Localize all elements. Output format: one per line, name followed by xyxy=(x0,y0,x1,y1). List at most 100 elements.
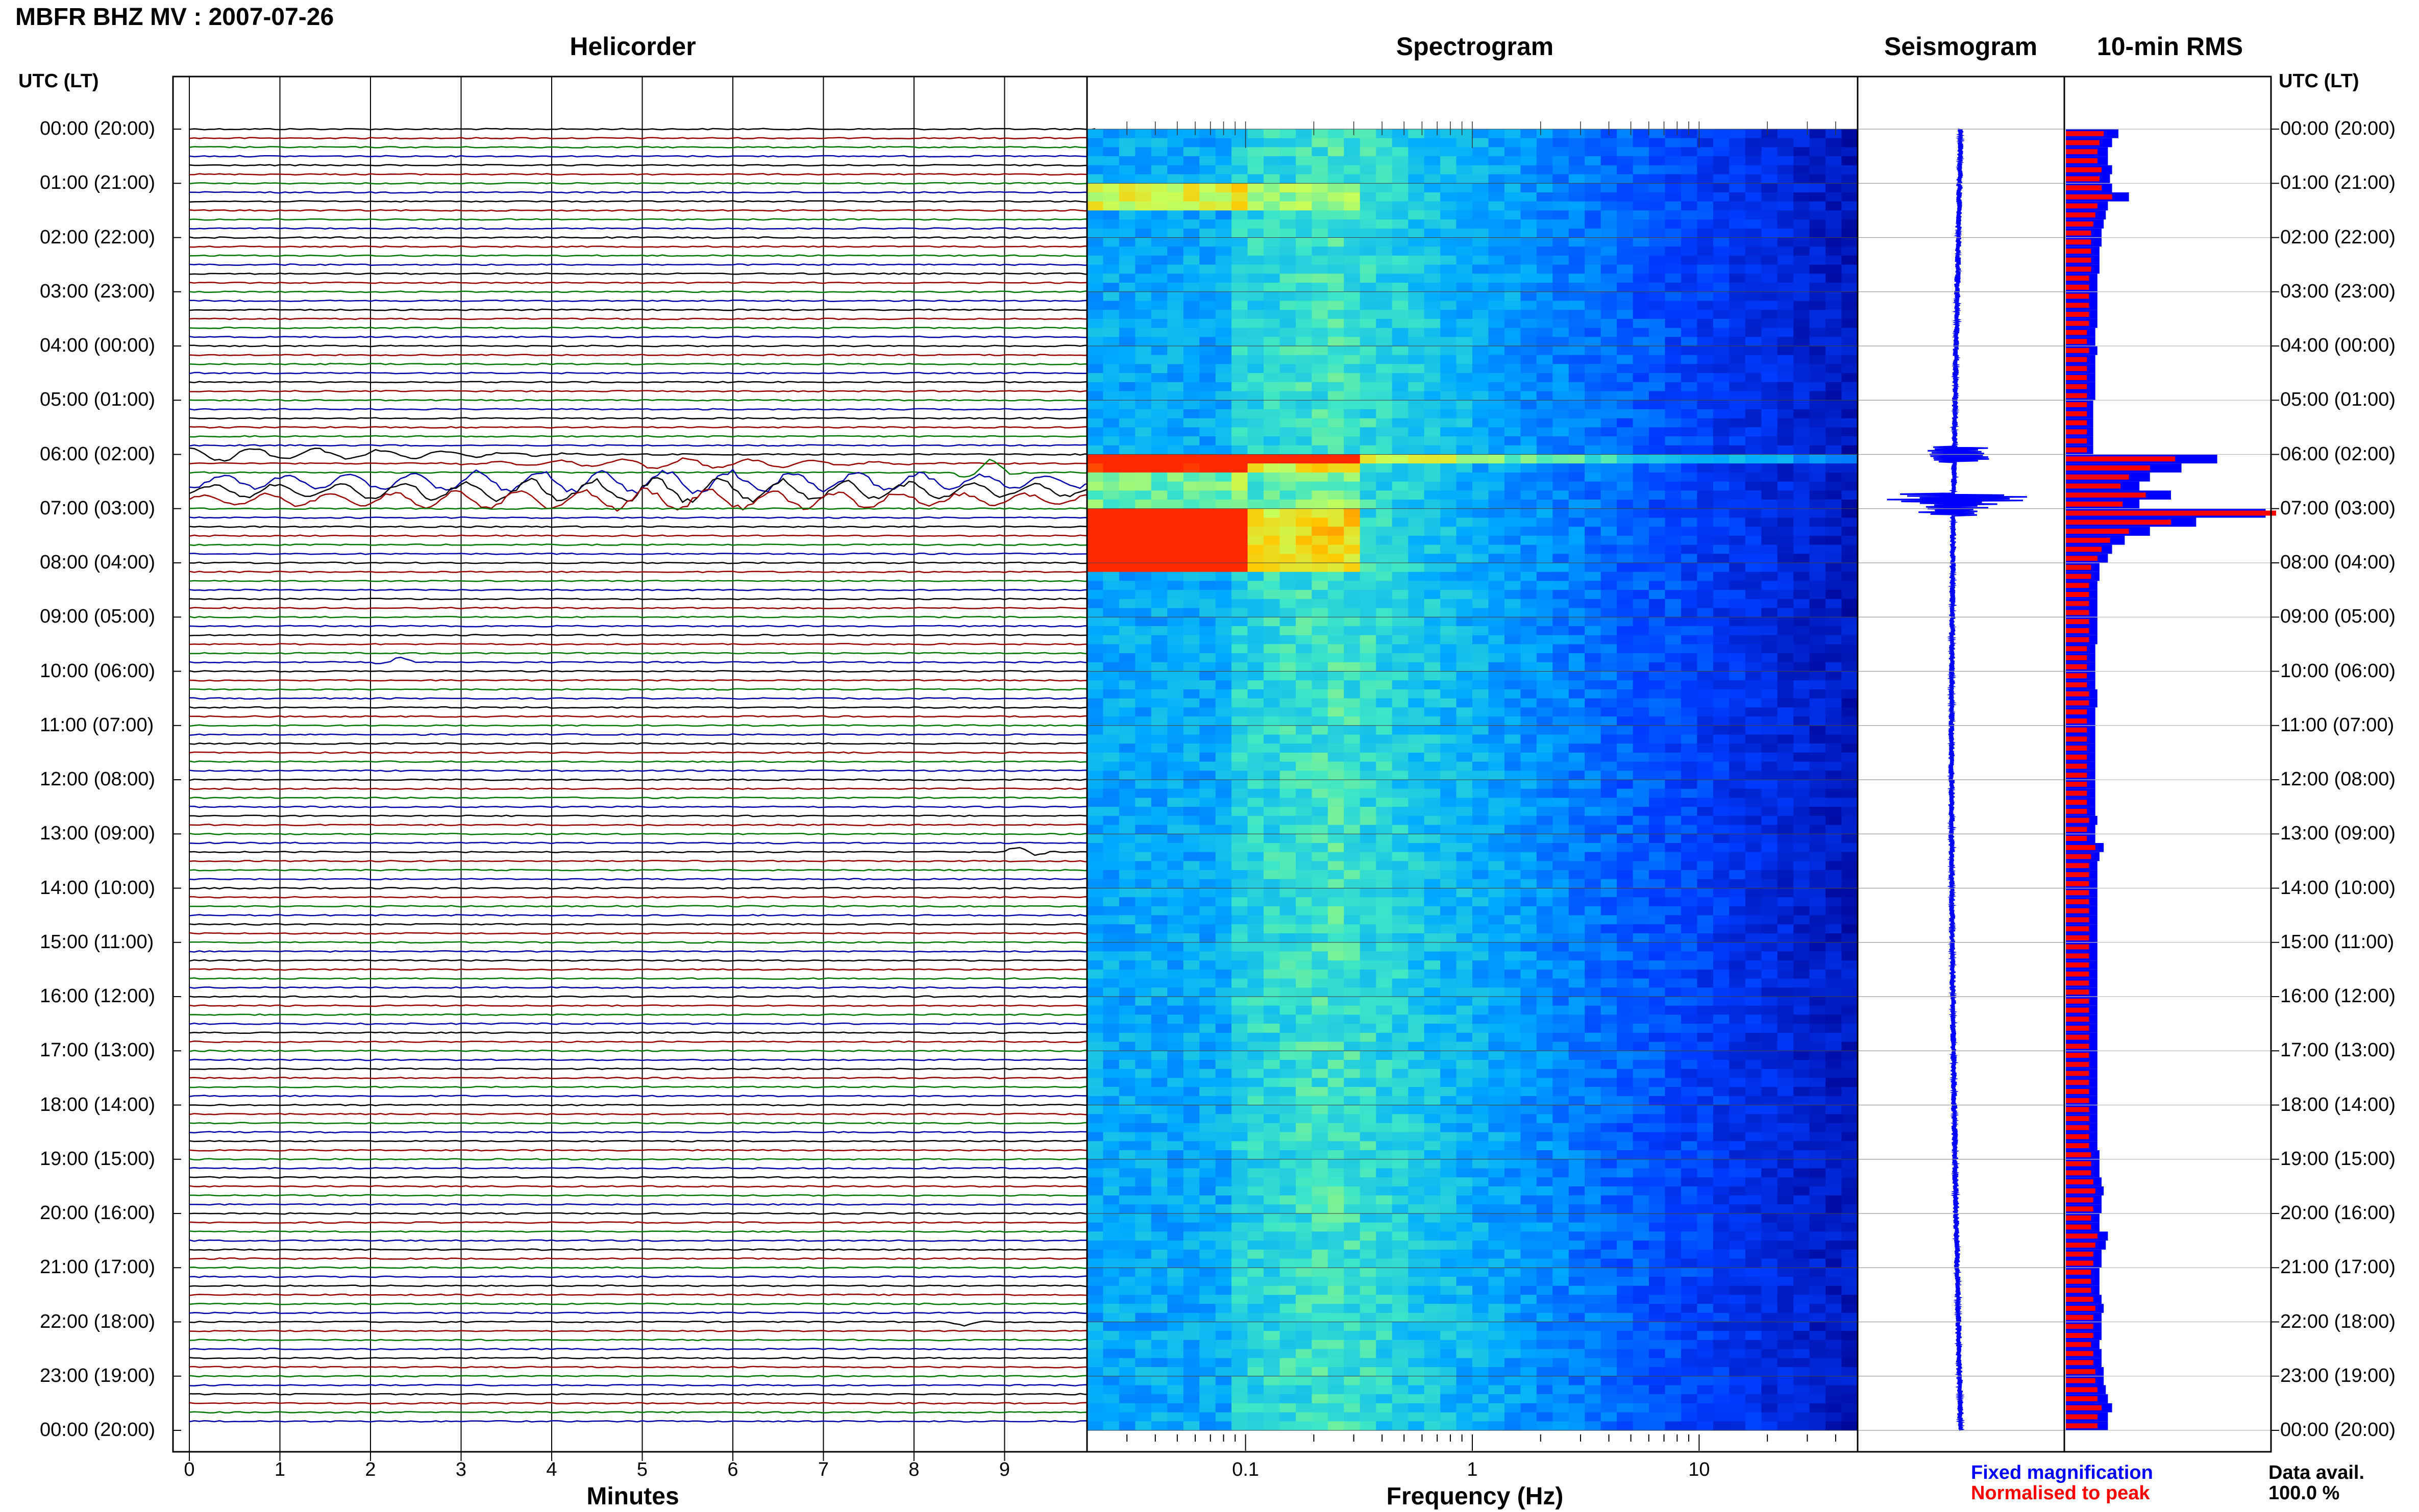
spectrogram-cell xyxy=(1167,825,1184,834)
spectrogram-cell xyxy=(1552,617,1569,627)
spectrogram-cell xyxy=(1552,861,1569,871)
spectrogram-cell xyxy=(1552,761,1569,771)
spectrogram-cell xyxy=(1344,472,1361,482)
spectrogram-cell xyxy=(1536,725,1553,735)
spectrogram-cell xyxy=(1472,997,1489,1006)
spectrogram-cell xyxy=(1296,599,1313,609)
spectrogram-cell xyxy=(1600,454,1617,464)
spectrogram-cell xyxy=(1392,563,1409,573)
spectrogram-cell xyxy=(1199,798,1216,807)
spectrogram-cell xyxy=(1408,409,1425,419)
spectrogram-cell xyxy=(1247,138,1264,147)
spectrogram-cell xyxy=(1424,942,1441,952)
spectrogram-cell xyxy=(1119,581,1136,590)
spectrogram-cell xyxy=(1777,554,1794,563)
spectrogram-cell xyxy=(1649,535,1666,546)
spectrogram-cell xyxy=(1745,373,1762,383)
spectrogram-cell xyxy=(1585,590,1601,600)
spectrogram-cell xyxy=(1713,915,1730,925)
spectrogram-cell xyxy=(1296,671,1313,681)
spectrogram-cell xyxy=(1167,427,1184,437)
spectrogram-cell xyxy=(1199,752,1216,762)
spectrogram-cell xyxy=(1151,210,1168,220)
spectrogram-cell xyxy=(1103,544,1120,554)
spectrogram-cell xyxy=(1536,906,1553,916)
spectrogram-cell xyxy=(1504,517,1521,527)
helicorder-trace xyxy=(189,145,1096,148)
spectrogram-cell xyxy=(1665,1005,1682,1015)
spectrogram-cell xyxy=(1424,409,1441,419)
spectrogram-cell xyxy=(1729,689,1746,699)
spectrogram-cell xyxy=(1825,255,1842,265)
helicorder-trace xyxy=(189,182,1096,185)
spectrogram-cell xyxy=(1729,653,1746,663)
spectrogram-cell xyxy=(1697,626,1714,636)
spectrogram-cell xyxy=(1215,283,1232,292)
spectrogram-cell xyxy=(1087,987,1104,997)
spectrogram-cell xyxy=(1360,382,1376,392)
spectrogram-cell xyxy=(1793,969,1810,979)
spectrogram-cell xyxy=(1649,662,1666,672)
spectrogram-cell xyxy=(1585,274,1601,283)
spectrogram-cell xyxy=(1809,879,1826,889)
spectrogram-cell xyxy=(1729,933,1746,943)
spectrogram-cell xyxy=(1520,500,1537,509)
spectrogram-cell xyxy=(1424,617,1441,627)
spectrogram-cell xyxy=(1697,500,1714,509)
spectrogram-cell xyxy=(1247,165,1264,175)
spectrogram-cell xyxy=(1809,752,1826,762)
spectrogram-cell xyxy=(1681,481,1698,491)
spectrogram-cell xyxy=(1809,291,1826,302)
spectrogram-cell xyxy=(1312,454,1328,464)
spectrogram-cell xyxy=(1697,418,1714,428)
spectrogram-cell xyxy=(1279,219,1296,229)
spectrogram-cell xyxy=(1264,834,1280,844)
spectrogram-cell xyxy=(1633,500,1649,509)
spectrogram-cell xyxy=(1296,689,1313,699)
spectrogram-cell xyxy=(1231,743,1248,753)
spectrogram-cell xyxy=(1793,355,1810,364)
spectrogram-cell xyxy=(1729,246,1746,256)
spectrogram-cell xyxy=(1793,825,1810,834)
spectrogram-cell xyxy=(1440,716,1457,726)
spectrogram-cell xyxy=(1327,644,1344,654)
spectrogram-cell xyxy=(1617,445,1634,455)
spectrogram-cell xyxy=(1536,517,1553,527)
spectrogram-cell xyxy=(1617,653,1634,663)
spectrogram-cell xyxy=(1536,915,1553,925)
spectrogram-cell xyxy=(1440,454,1457,464)
spectrogram-cell xyxy=(1231,301,1248,310)
spectrogram-cell xyxy=(1568,274,1585,283)
spectrogram-cell xyxy=(1568,291,1585,302)
spectrogram-cell xyxy=(1729,716,1746,726)
spectrogram-cell xyxy=(1215,752,1232,762)
spectrogram-cell xyxy=(1777,445,1794,455)
spectrogram-cell xyxy=(1536,228,1553,238)
spectrogram-cell xyxy=(1183,888,1200,898)
spectrogram-cell xyxy=(1504,346,1521,356)
spectrogram-cell xyxy=(1327,861,1344,871)
spectrogram-cell xyxy=(1761,644,1778,654)
spectrogram-cell xyxy=(1264,906,1280,916)
spectrogram-cell xyxy=(1408,544,1425,554)
spectrogram-cell xyxy=(1633,463,1649,473)
spectrogram-cell xyxy=(1392,1032,1409,1043)
spectrogram-cell xyxy=(1472,635,1489,645)
spectrogram-cell xyxy=(1119,798,1136,807)
spectrogram-cell xyxy=(1392,364,1409,374)
spectrogram-cell xyxy=(1761,608,1778,617)
spectrogram-cell xyxy=(1392,843,1409,853)
spectrogram-cell xyxy=(1793,228,1810,238)
spectrogram-cell xyxy=(1135,843,1152,853)
spectrogram-cell xyxy=(1167,861,1184,871)
spectrogram-cell xyxy=(1713,156,1730,166)
spectrogram-cell xyxy=(1697,1014,1714,1024)
spectrogram-cell xyxy=(1247,987,1264,997)
spectrogram-cell xyxy=(1633,544,1649,554)
spectrogram-cell xyxy=(1841,472,1858,482)
spectrogram-cell xyxy=(1103,653,1120,663)
spectrogram-cell xyxy=(1761,707,1778,717)
spectrogram-cell xyxy=(1633,590,1649,600)
spectrogram-cell xyxy=(1520,978,1537,988)
spectrogram-cell xyxy=(1585,291,1601,302)
